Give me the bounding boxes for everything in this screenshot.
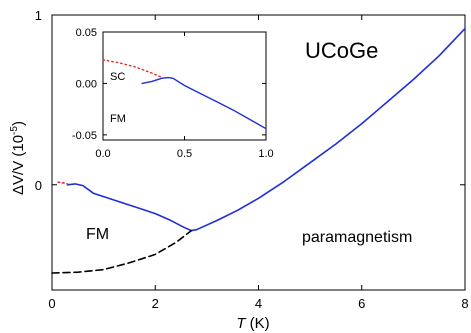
main-y-tick-label: 0	[35, 178, 42, 193]
y-axis-label: ΔV/V (10-5)	[9, 121, 27, 195]
main-x-tick-label: 6	[358, 296, 365, 311]
main-y-tick-label: 1	[35, 8, 42, 23]
main-series-dotted-line	[57, 181, 69, 185]
main-x-tick-label: 0	[48, 296, 55, 311]
inset-annotation-sc: SC	[110, 71, 125, 83]
inset-series-dotted-line	[102, 59, 163, 78]
y-axis-label-main: ΔV/V (10	[10, 135, 27, 195]
inset-x-tick-label: 0.5	[177, 148, 192, 160]
annotation-paramagnetism: paramagnetism	[302, 229, 412, 246]
y-axis-label-close: )	[10, 121, 27, 126]
x-axis-label-unit: (K)	[246, 315, 270, 332]
x-axis-label: T (K)	[236, 315, 269, 332]
main-series-solid-line	[66, 27, 466, 232]
inset-y-tick-label: -0.05	[72, 130, 97, 142]
inset-plot: 0.0 0.5 1.0 0.05 0.00 -0.05	[72, 27, 274, 160]
main-x-tick-label: 4	[255, 296, 262, 311]
inset-x-tick-label: 0.0	[95, 148, 110, 160]
main-series-dashed-line	[51, 229, 193, 274]
y-axis-label-exp: -5	[9, 126, 20, 135]
inset-y-tick-label: 0.00	[76, 78, 97, 90]
annotation-fm: FM	[86, 226, 109, 243]
inset-annotation-fm: FM	[110, 113, 126, 125]
inset-y-tick-label: 0.05	[76, 27, 97, 39]
main-x-tick-label: 8	[461, 296, 468, 311]
inset-series-solid-line	[141, 76, 267, 130]
x-axis-label-var: T	[236, 315, 247, 332]
inset-x-tick-label: 1.0	[258, 148, 273, 160]
main-x-tick-label: 2	[152, 296, 159, 311]
annotation-compound: UCoGe	[305, 38, 378, 63]
